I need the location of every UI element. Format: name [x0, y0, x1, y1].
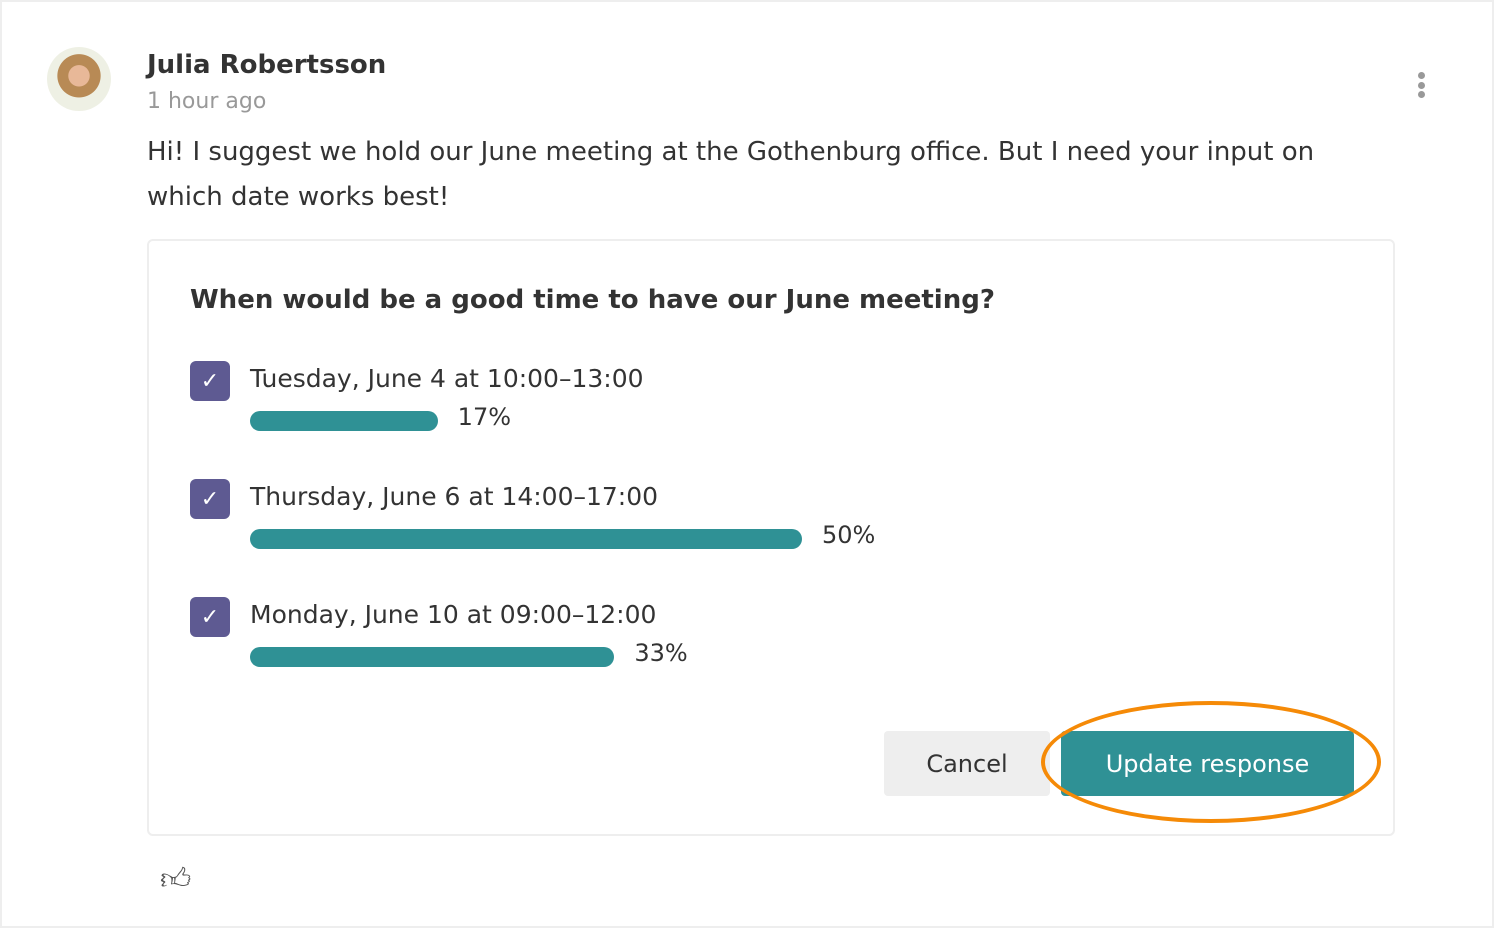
checkbox[interactable]: ✓	[190, 479, 230, 519]
cancel-button[interactable]: Cancel	[884, 731, 1050, 796]
option-label: Thursday, June 6 at 14:00–17:00	[250, 482, 659, 511]
checkbox[interactable]: ✓	[190, 361, 230, 401]
highlight-ring	[1041, 701, 1381, 823]
check-icon: ✓	[200, 604, 220, 630]
option-label: Monday, June 10 at 09:00–12:00	[250, 600, 657, 629]
checkbox[interactable]: ✓	[190, 597, 230, 637]
option-label: Tuesday, June 4 at 10:00–13:00	[250, 364, 644, 393]
check-icon: ✓	[200, 368, 220, 394]
result-bar	[250, 647, 615, 667]
avatar[interactable]	[47, 47, 111, 111]
result-percent: 33%	[634, 639, 688, 667]
check-icon: ✓	[200, 486, 220, 512]
result-percent: 50%	[822, 521, 876, 549]
result-bar	[250, 411, 438, 431]
poll-question: When would be a good time to have our Ju…	[190, 285, 995, 315]
author-name[interactable]: Julia Robertsson	[147, 50, 387, 80]
post-time: 1 hour ago	[147, 89, 267, 114]
result-bar	[250, 529, 802, 549]
thumbs-up-icon[interactable]: 👍︎	[160, 862, 192, 897]
post-message: Hi! I suggest we hold our June meeting a…	[147, 137, 1315, 212]
more-options-icon[interactable]	[1408, 68, 1434, 102]
result-percent: 17%	[457, 403, 512, 431]
